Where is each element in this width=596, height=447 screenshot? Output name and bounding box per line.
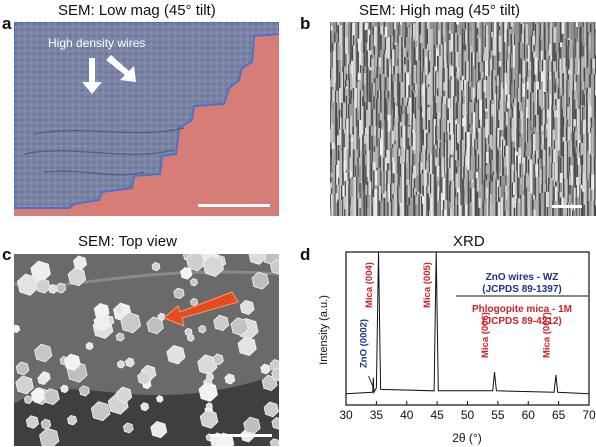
xrd-trace — [345, 251, 590, 395]
peak-label: Mica (006) — [480, 312, 491, 358]
panel-d-title: XRD — [453, 233, 485, 250]
panel-c-title: SEM: Top view — [78, 233, 177, 250]
panel-c-letter: c — [2, 245, 12, 264]
legend-line3: Phlogopite mica - 1M — [472, 304, 572, 315]
x-tick-label: 35 — [370, 408, 384, 422]
sem-top-view-image — [14, 254, 279, 446]
peak-label: Mica (007) — [542, 312, 553, 358]
highlight-arrow — [163, 291, 239, 327]
panel-b-title: SEM: High mag (45° tilt) — [359, 2, 521, 19]
legend-line2: (JCPDS 89-1397) — [482, 284, 561, 295]
peak-label: Mica (004) — [364, 262, 375, 308]
legend: ZnO wires - WZ (JCPDS 89-1397) Phlogopit… — [456, 272, 588, 327]
legend-line4: (JCPDS 89-4212) — [482, 316, 561, 327]
wire-region — [14, 22, 279, 209]
xrd-chart: 30 35 40 45 50 55 60 65 70 ZnO (0002) Mica (004) M… — [318, 251, 596, 445]
x-tick-label: 60 — [522, 408, 536, 422]
legend-line1: ZnO wires - WZ — [486, 272, 559, 283]
panel-d-letter: d — [300, 245, 311, 264]
x-axis-label: 2θ (°) — [452, 431, 481, 445]
scale-bar-a — [198, 204, 270, 207]
panel-a-letter: a — [2, 14, 12, 33]
panel-b-letter: b — [300, 14, 311, 33]
x-tick-label: 55 — [491, 408, 505, 422]
x-tick-label: 40 — [400, 408, 414, 422]
scale-bar-c — [210, 434, 272, 437]
x-tick-label: 65 — [552, 408, 566, 422]
sem-high-mag-image — [330, 22, 596, 216]
x-tick-label: 45 — [430, 408, 444, 422]
x-tick-label: 70 — [582, 408, 596, 422]
peak-label: Mica (005) — [422, 262, 433, 308]
y-axis-label: Intensity (a.u.) — [318, 295, 330, 365]
high-density-wires-label: High density wires — [48, 36, 146, 50]
zno-arrow — [368, 375, 374, 387]
peak-label: ZnO (0002) — [359, 319, 370, 368]
scale-bar-b — [552, 205, 582, 208]
sem-low-mag-image: High density wires — [14, 22, 279, 216]
x-tick-label: 50 — [461, 408, 475, 422]
panel-a-title: SEM: Low mag (45° tilt) — [58, 2, 216, 19]
annotation-arrows — [82, 55, 136, 94]
x-tick-label: 30 — [339, 408, 353, 422]
